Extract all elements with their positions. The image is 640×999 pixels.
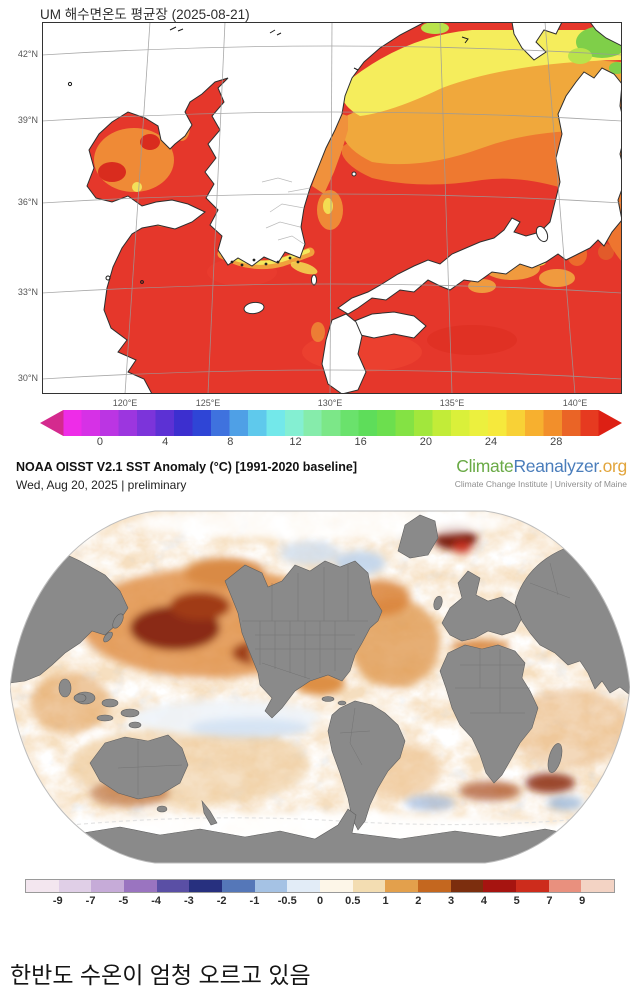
logo-wordmark: ClimateReanalyzer.org [455, 456, 627, 477]
logo-part-reanalyzer: Reanalyzer [513, 456, 599, 476]
anomaly-colorbar-tick-label: 3 [448, 895, 455, 907]
anomaly-colorbar: -9 -7 -5 -4 -3 -2 -1 -0.5 0 0.5 1 2 3 4 5 7 9 [25, 879, 615, 911]
regional-map-title: UM 해수면온도 평균장 (2025-08-21) [40, 7, 250, 22]
sst-colorbar-tick-label: 20 [419, 436, 432, 448]
anomaly-colorbar-tick-label: -5 [118, 895, 129, 907]
sst-colorbar-tick-label: 24 [484, 436, 498, 448]
anomaly-colorbar-tick-label: -3 [183, 895, 194, 907]
anomaly-colorbar-tick-label: 2 [415, 895, 422, 907]
sst-colorbar [40, 410, 622, 436]
global-sst-anomaly-map-svg [10, 510, 630, 864]
lat-tick-label: 36°N [17, 197, 38, 207]
sst-colorbar-tick-label: 28 [550, 436, 563, 448]
lon-tick-label: 140°E [562, 398, 588, 408]
logo-part-climate: Climate [456, 456, 514, 476]
anomaly-colorbar-tick-label: -4 [151, 895, 161, 907]
lon-tick-label: 130°E [317, 398, 343, 408]
lat-tick-label: 33°N [17, 287, 38, 297]
anomaly-colorbar-segment [189, 880, 223, 892]
anomaly-colorbar-segment [26, 880, 59, 892]
anomaly-colorbar-tick-label: 0.5 [345, 895, 361, 907]
lat-tick-label: 39°N [17, 115, 38, 125]
lon-tick-label: 125°E [195, 398, 221, 408]
anomaly-colorbar-segment [385, 880, 419, 892]
anomaly-colorbar-tick-label: -9 [52, 895, 63, 907]
anomaly-colorbar-segment [516, 880, 549, 892]
sst-colorbar-tick-label: 8 [227, 436, 234, 448]
caption-text: 한반도 수온이 엄청 오르고 있음 [10, 962, 311, 988]
anomaly-colorbar-segment [548, 880, 582, 892]
lon-tick-label: 135°E [439, 398, 465, 408]
sst-colorbar-tick-label: 4 [162, 436, 169, 448]
anomaly-colorbar-tick-label: -2 [216, 895, 227, 907]
climate-reanalyzer-logo: ClimateReanalyzer.org Climate Change Ins… [454, 456, 628, 489]
anomaly-colorbar-segment [352, 880, 386, 892]
anomaly-colorbar-segment [91, 880, 125, 892]
anomaly-colorbar-tick-label: -0.5 [277, 895, 297, 907]
anomaly-colorbar-segment [58, 880, 92, 892]
anomaly-colorbar-tick-label: 4 [480, 895, 487, 907]
anomaly-colorbar-bar [25, 879, 615, 893]
anomaly-colorbar-segment [483, 880, 517, 892]
sst-colorbar-tick-label: 12 [289, 436, 302, 448]
logo-part-org: .org [598, 456, 627, 476]
anomaly-colorbar-segment [156, 880, 190, 892]
anomaly-colorbar-segment [320, 880, 353, 892]
sst-colorbar-tick-label: 16 [354, 436, 367, 448]
global-map-title: NOAA OISST V2.1 SST Anomaly (°C) [1991-2… [16, 460, 357, 474]
anomaly-colorbar-tick-label: 9 [579, 895, 586, 907]
anomaly-colorbar-segment [581, 880, 615, 892]
regional-sst-map-svg [42, 22, 622, 394]
anomaly-colorbar-tick-label: 1 [382, 895, 389, 907]
anomaly-colorbar-segment [287, 880, 321, 892]
anomaly-colorbar-tick-label: -7 [85, 895, 96, 907]
anomaly-colorbar-segment [124, 880, 157, 892]
anomaly-colorbar-segment [418, 880, 451, 892]
anomaly-colorbar-segment [222, 880, 255, 892]
lat-tick-label: 30°N [17, 373, 38, 383]
lat-tick-label: 42°N [17, 49, 38, 59]
anomaly-colorbar-segment [254, 880, 288, 892]
regional-sst-map [42, 22, 622, 394]
global-sst-anomaly-map [10, 503, 630, 871]
anomaly-colorbar-tick-label: 0 [316, 895, 324, 907]
sst-colorbar-ticks: 0 4 8 12 16 20 24 28 [40, 436, 622, 450]
lon-tick-label: 120°E [112, 398, 138, 408]
anomaly-colorbar-segment [450, 880, 484, 892]
sst-colorbar-tick-label: 0 [96, 436, 103, 448]
anomaly-colorbar-ticks: -9 -7 -5 -4 -3 -2 -1 -0.5 0 0.5 1 2 3 4 5 7 9 [25, 895, 615, 911]
global-map-subtitle: Wed, Aug 20, 2025 | preliminary [16, 478, 187, 492]
anomaly-colorbar-tick-label: 7 [546, 895, 553, 907]
logo-institute: Climate Change Institute | University of… [454, 479, 627, 489]
anomaly-colorbar-tick-label: -1 [249, 895, 260, 907]
anomaly-colorbar-tick-label: 5 [513, 895, 520, 907]
